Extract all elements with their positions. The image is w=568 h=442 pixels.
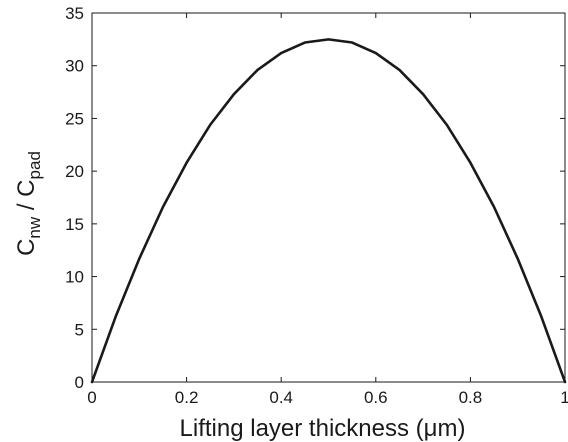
y-tick-label: 35 [65, 4, 84, 23]
x-axis-label: Lifting layer thickness (μm) [180, 415, 466, 442]
x-tick-label: 1 [560, 388, 568, 407]
y-tick-label: 0 [75, 373, 84, 392]
y-label-separator: / [13, 197, 40, 217]
x-tick-label: 0.8 [459, 388, 483, 407]
y-label-sub1: nw [25, 216, 44, 238]
x-tick-label: 0 [87, 388, 96, 407]
y-axis-label: Cnw / Cpad [13, 151, 44, 256]
plot-frame [91, 12, 566, 383]
y-tick-label: 30 [65, 57, 84, 76]
plot-area [90, 12, 567, 384]
y-label-sub2: pad [25, 151, 44, 179]
y-label-c1: C [13, 239, 40, 256]
x-tick-label: 0.2 [175, 388, 199, 407]
y-tick-label: 10 [65, 268, 84, 287]
y-tick-label: 25 [65, 109, 84, 128]
series-line-1 [90, 38, 567, 384]
x-tick-label: 0.4 [269, 388, 293, 407]
y-tick-label: 5 [75, 320, 84, 339]
y-label-c2: C [13, 179, 40, 196]
y-tick-label: 20 [65, 162, 84, 181]
x-tick-label: 0.6 [364, 388, 388, 407]
axis-ticks [91, 12, 566, 383]
y-tick-label: 15 [65, 215, 84, 234]
